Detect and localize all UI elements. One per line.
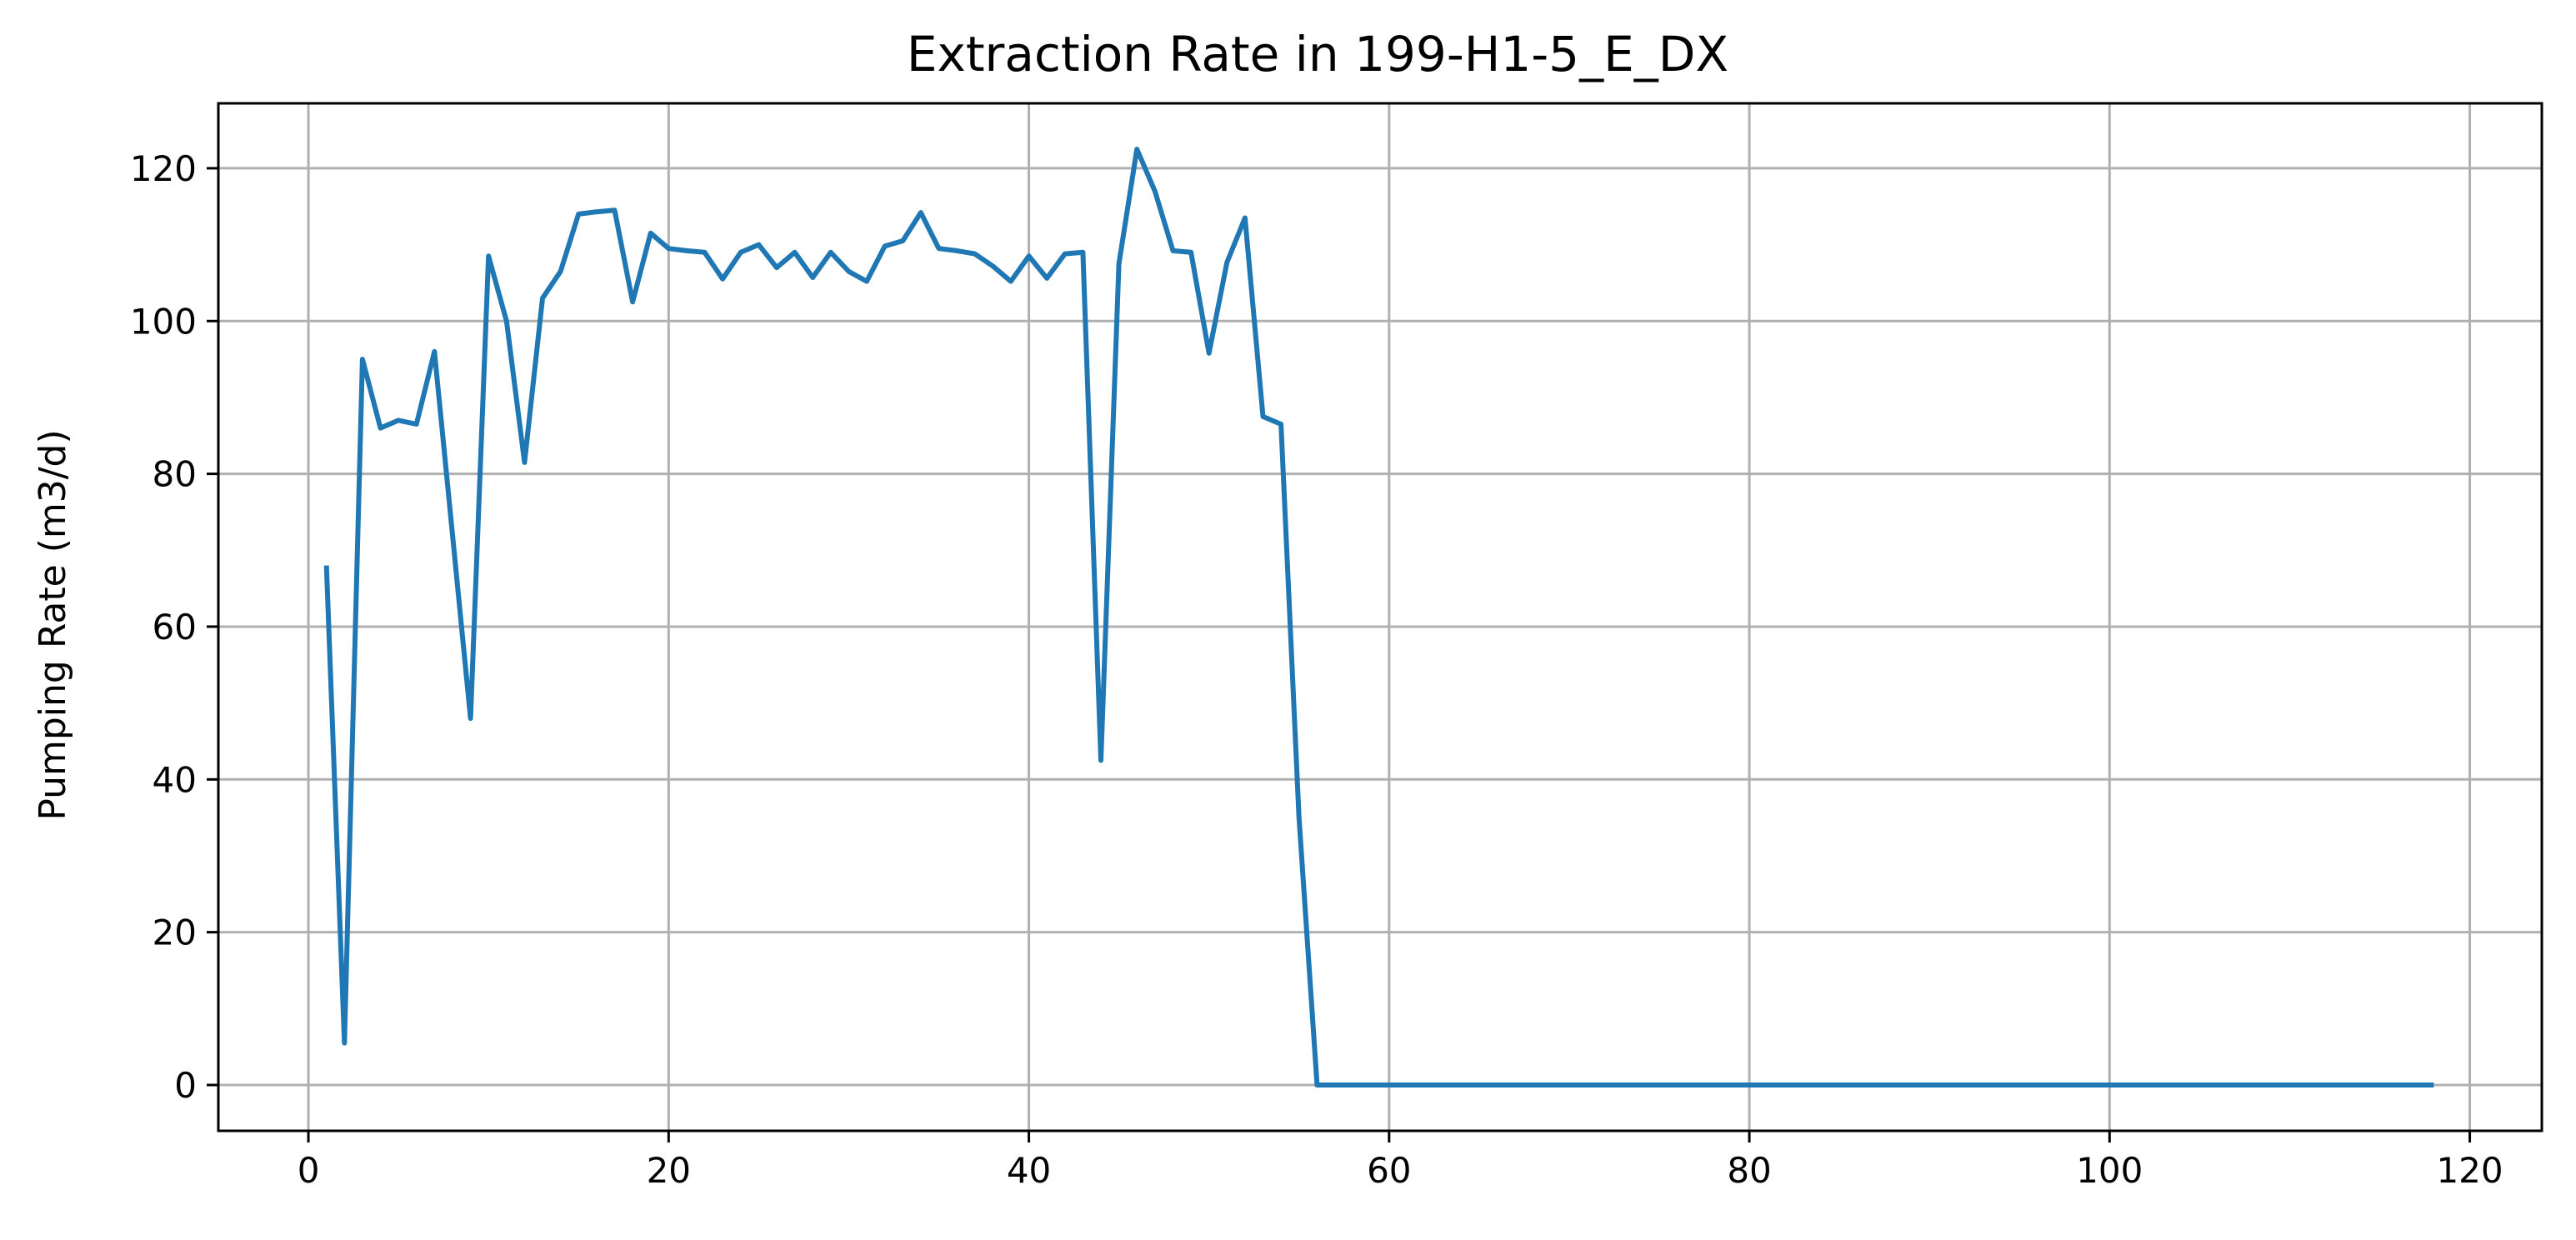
x-axis-ticks: 0 20 40 60 80 100 120	[298, 1131, 2503, 1191]
series-layer	[323, 147, 2434, 1088]
chart-title: Extraction Rate in 199-H1-5_E_DX	[907, 26, 1728, 82]
x-tick-label: 80	[1727, 1150, 1771, 1191]
y-tick-label: 100	[130, 301, 197, 342]
y-gridlines	[218, 167, 2542, 1087]
x-tick-label: 20	[647, 1150, 691, 1191]
y-tick-label: 40	[153, 759, 197, 800]
y-tick-label: 60	[153, 607, 197, 648]
x-gridlines	[307, 103, 2472, 1131]
y-axis-ticks: 0 20 40 60 80 100 120	[130, 148, 218, 1106]
y-tick-label: 120	[130, 148, 197, 189]
x-tick-label: 120	[2436, 1150, 2503, 1191]
y-tick-label: 0	[174, 1065, 197, 1106]
plot-frame	[217, 102, 2543, 1132]
y-axis-label: Pumping Rate (m3/d)	[32, 429, 74, 820]
x-tick-label: 40	[1007, 1150, 1051, 1191]
y-tick-label: 20	[153, 912, 197, 953]
y-tick-label: 80	[153, 454, 197, 495]
x-tick-label: 60	[1367, 1150, 1411, 1191]
series-line	[323, 147, 2434, 1088]
x-tick-label: 0	[298, 1150, 320, 1191]
x-tick-label: 100	[2076, 1150, 2143, 1191]
